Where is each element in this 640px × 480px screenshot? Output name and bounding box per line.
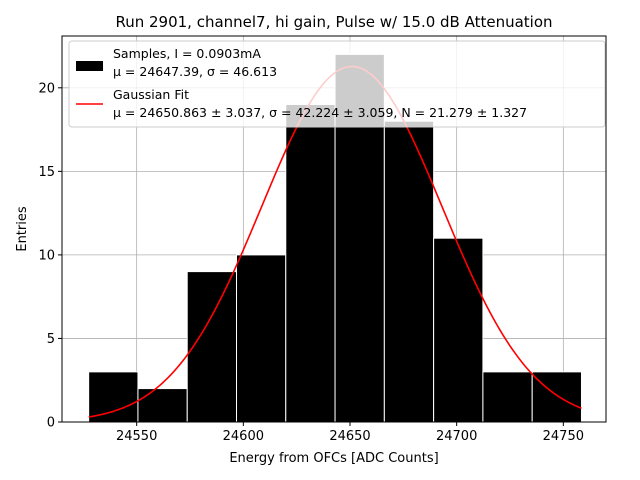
histogram-bar xyxy=(285,104,336,423)
x-tick-label: 24750 xyxy=(543,429,584,444)
y-axis-label: Entries xyxy=(15,206,30,252)
axes-frame xyxy=(61,35,607,423)
legend: Samples, I = 0.0903mA μ = 24647.39, σ = … xyxy=(68,40,606,128)
x-axis-label: Energy from OFCs [ADC Counts] xyxy=(229,451,438,466)
x-tick-label: 24550 xyxy=(116,429,157,444)
histogram-bar xyxy=(383,120,435,423)
histogram-bar xyxy=(137,388,188,423)
legend-fit-stats: μ = 24650.863 ± 3.037, σ = 42.224 ± 3.05… xyxy=(113,105,527,120)
y-tick-label: 5 xyxy=(47,332,55,347)
legend-fit-name: Gaussian Fit xyxy=(113,87,189,102)
histogram-bar xyxy=(236,254,287,423)
axis-ticks: 24550 24600 24650 24700 24750 0 5 10 15 20 xyxy=(38,81,584,444)
histogram-bar xyxy=(186,271,238,423)
legend-swatch-samples xyxy=(76,61,103,71)
histogram-bar xyxy=(531,371,582,423)
legend-box xyxy=(68,40,606,128)
legend-samples-stats: μ = 24647.39, σ = 46.613 xyxy=(113,64,277,79)
histogram-bar xyxy=(88,371,139,423)
y-tick-label: 15 xyxy=(38,165,55,180)
x-tick-label: 24650 xyxy=(329,429,370,444)
legend-samples-name: Samples, I = 0.0903mA xyxy=(113,46,261,61)
x-tick-label: 24700 xyxy=(436,429,477,444)
y-tick-label: 20 xyxy=(38,81,55,96)
histogram-bar xyxy=(482,371,533,423)
chart-title: Run 2901, channel7, hi gain, Pulse w/ 15… xyxy=(115,13,552,31)
y-tick-label: 0 xyxy=(47,416,55,431)
histogram-bar xyxy=(433,237,484,423)
x-tick-label: 24600 xyxy=(223,429,264,444)
y-tick-label: 10 xyxy=(38,248,55,263)
